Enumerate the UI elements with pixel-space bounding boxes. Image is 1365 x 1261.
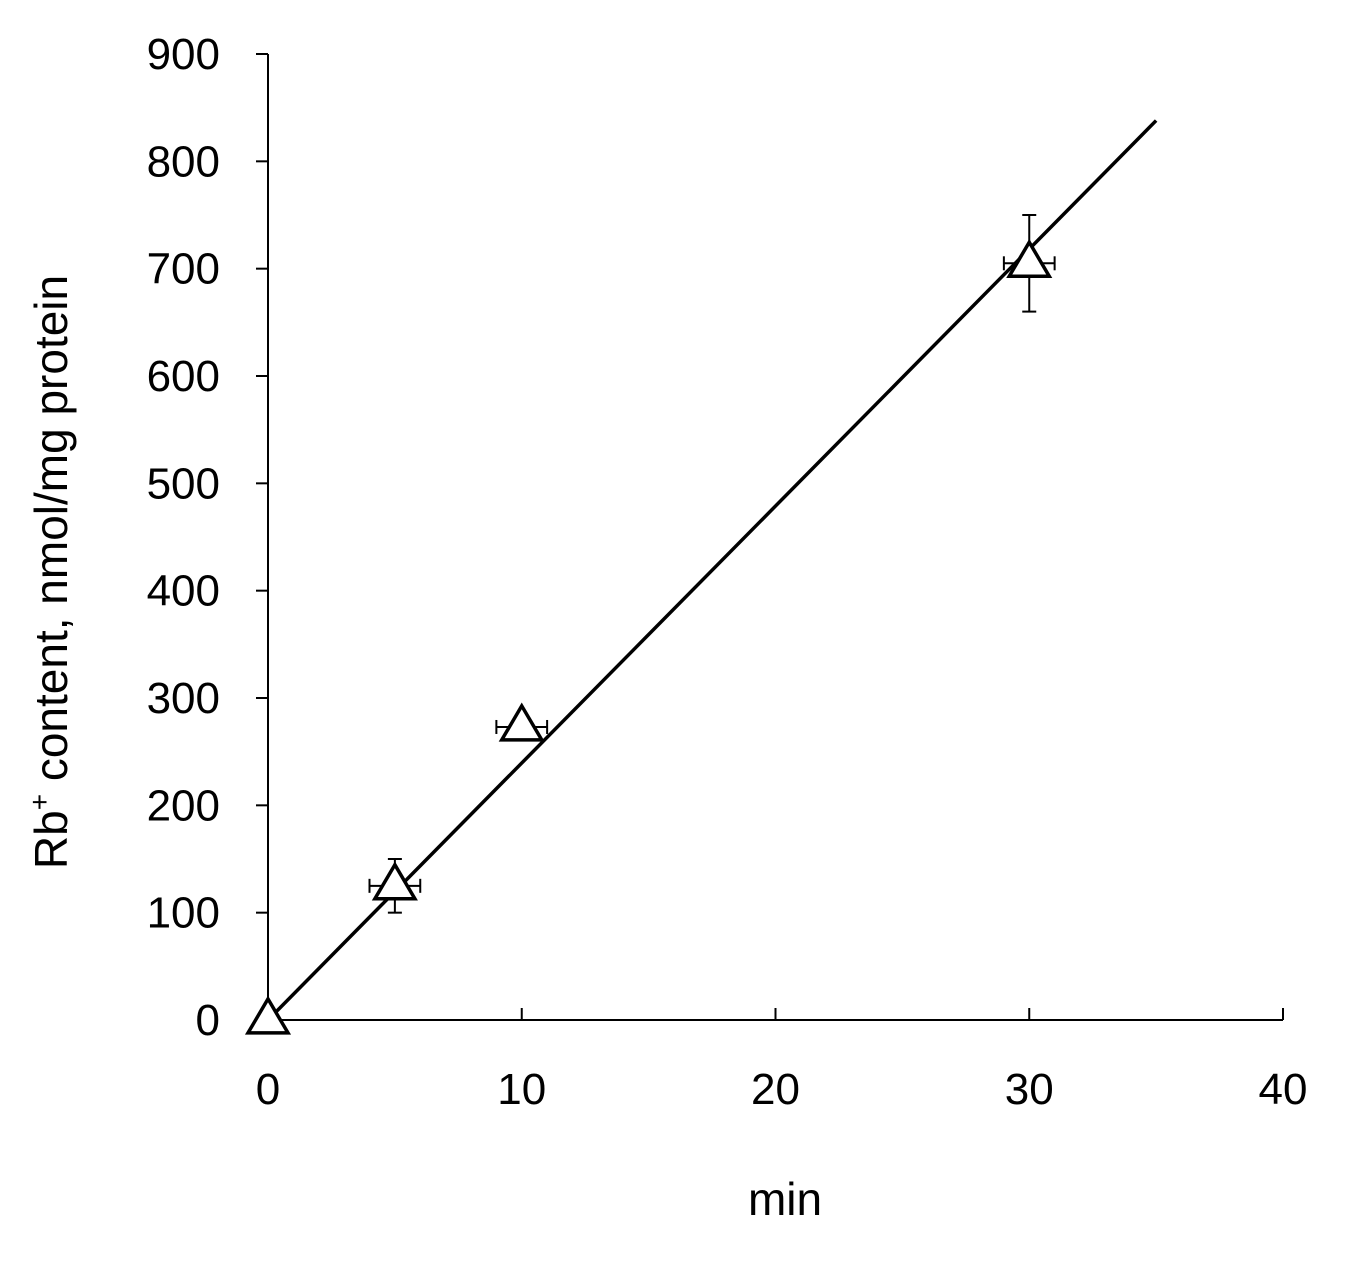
y-tick-label: 200 (147, 781, 220, 830)
error-bars (368, 214, 1056, 914)
y-axis-label-base: Rb (25, 810, 77, 869)
data-point-triangle (498, 702, 545, 742)
data-markers (244, 238, 1053, 1035)
x-tick-label: 0 (256, 1065, 280, 1114)
y-axis-label-rest: content, nmol/mg protein (25, 275, 77, 794)
y-tick-label: 400 (147, 567, 220, 616)
y-tick-label: 300 (147, 674, 220, 723)
data-point-triangle (244, 995, 292, 1035)
x-tick-label: 40 (1259, 1065, 1308, 1114)
y-tick-label: 500 (147, 459, 220, 508)
y-tick-label: 800 (147, 137, 220, 186)
y-tick-label: 900 (147, 30, 220, 79)
axes (267, 54, 1283, 1021)
y-ticks: 0 100 200 300 400 500 600 700 800 900 (147, 30, 268, 1045)
x-tick-label: 10 (497, 1065, 546, 1114)
x-ticks: 0 10 20 30 40 (256, 1008, 1308, 1114)
x-axis-label: min (748, 1173, 822, 1225)
fit-line-group (266, 119, 1158, 1022)
x-tick-label: 20 (751, 1065, 800, 1114)
data-point-triangle (371, 861, 418, 901)
fit-line (266, 119, 1158, 1022)
y-axis-label: Rb+ content, nmol/mg protein (24, 275, 77, 869)
y-tick-label: 100 (147, 889, 220, 938)
y-tick-label: 700 (147, 245, 220, 294)
data-point-triangle (1006, 238, 1053, 278)
y-tick-label: 600 (147, 352, 220, 401)
y-tick-label: 0 (196, 996, 220, 1045)
y-axis-label-superscript: + (24, 794, 55, 810)
x-tick-label: 30 (1005, 1065, 1054, 1114)
